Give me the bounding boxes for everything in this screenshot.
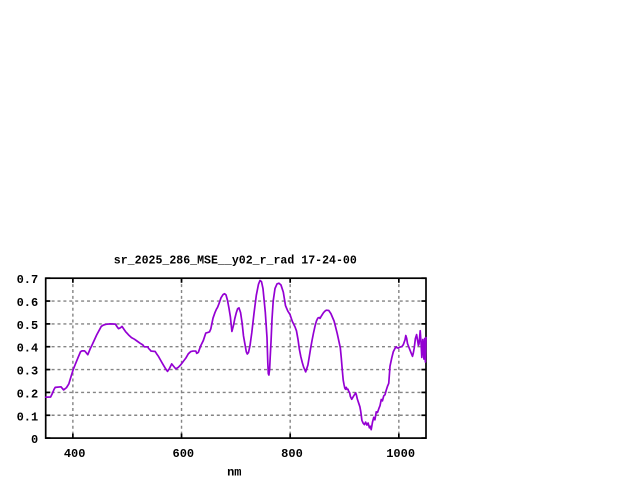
svg-text:1000: 1000 [386, 447, 415, 461]
svg-text:0: 0 [31, 433, 38, 447]
svg-text:0.7: 0.7 [17, 273, 39, 287]
svg-text:0.1: 0.1 [17, 410, 39, 424]
svg-text:0.3: 0.3 [17, 365, 39, 379]
svg-text:400: 400 [64, 447, 86, 461]
svg-text:0.2: 0.2 [17, 387, 39, 401]
svg-text:0.5: 0.5 [17, 319, 39, 333]
svg-text:0.6: 0.6 [17, 296, 39, 310]
svg-text:600: 600 [173, 447, 195, 461]
svg-text:nm: nm [227, 466, 241, 480]
svg-text:sr_2025_286_MSE__y02_r_rad 17-: sr_2025_286_MSE__y02_r_rad 17-24-00 [114, 253, 357, 267]
svg-text:0.4: 0.4 [17, 342, 39, 356]
svg-text:800: 800 [281, 447, 303, 461]
